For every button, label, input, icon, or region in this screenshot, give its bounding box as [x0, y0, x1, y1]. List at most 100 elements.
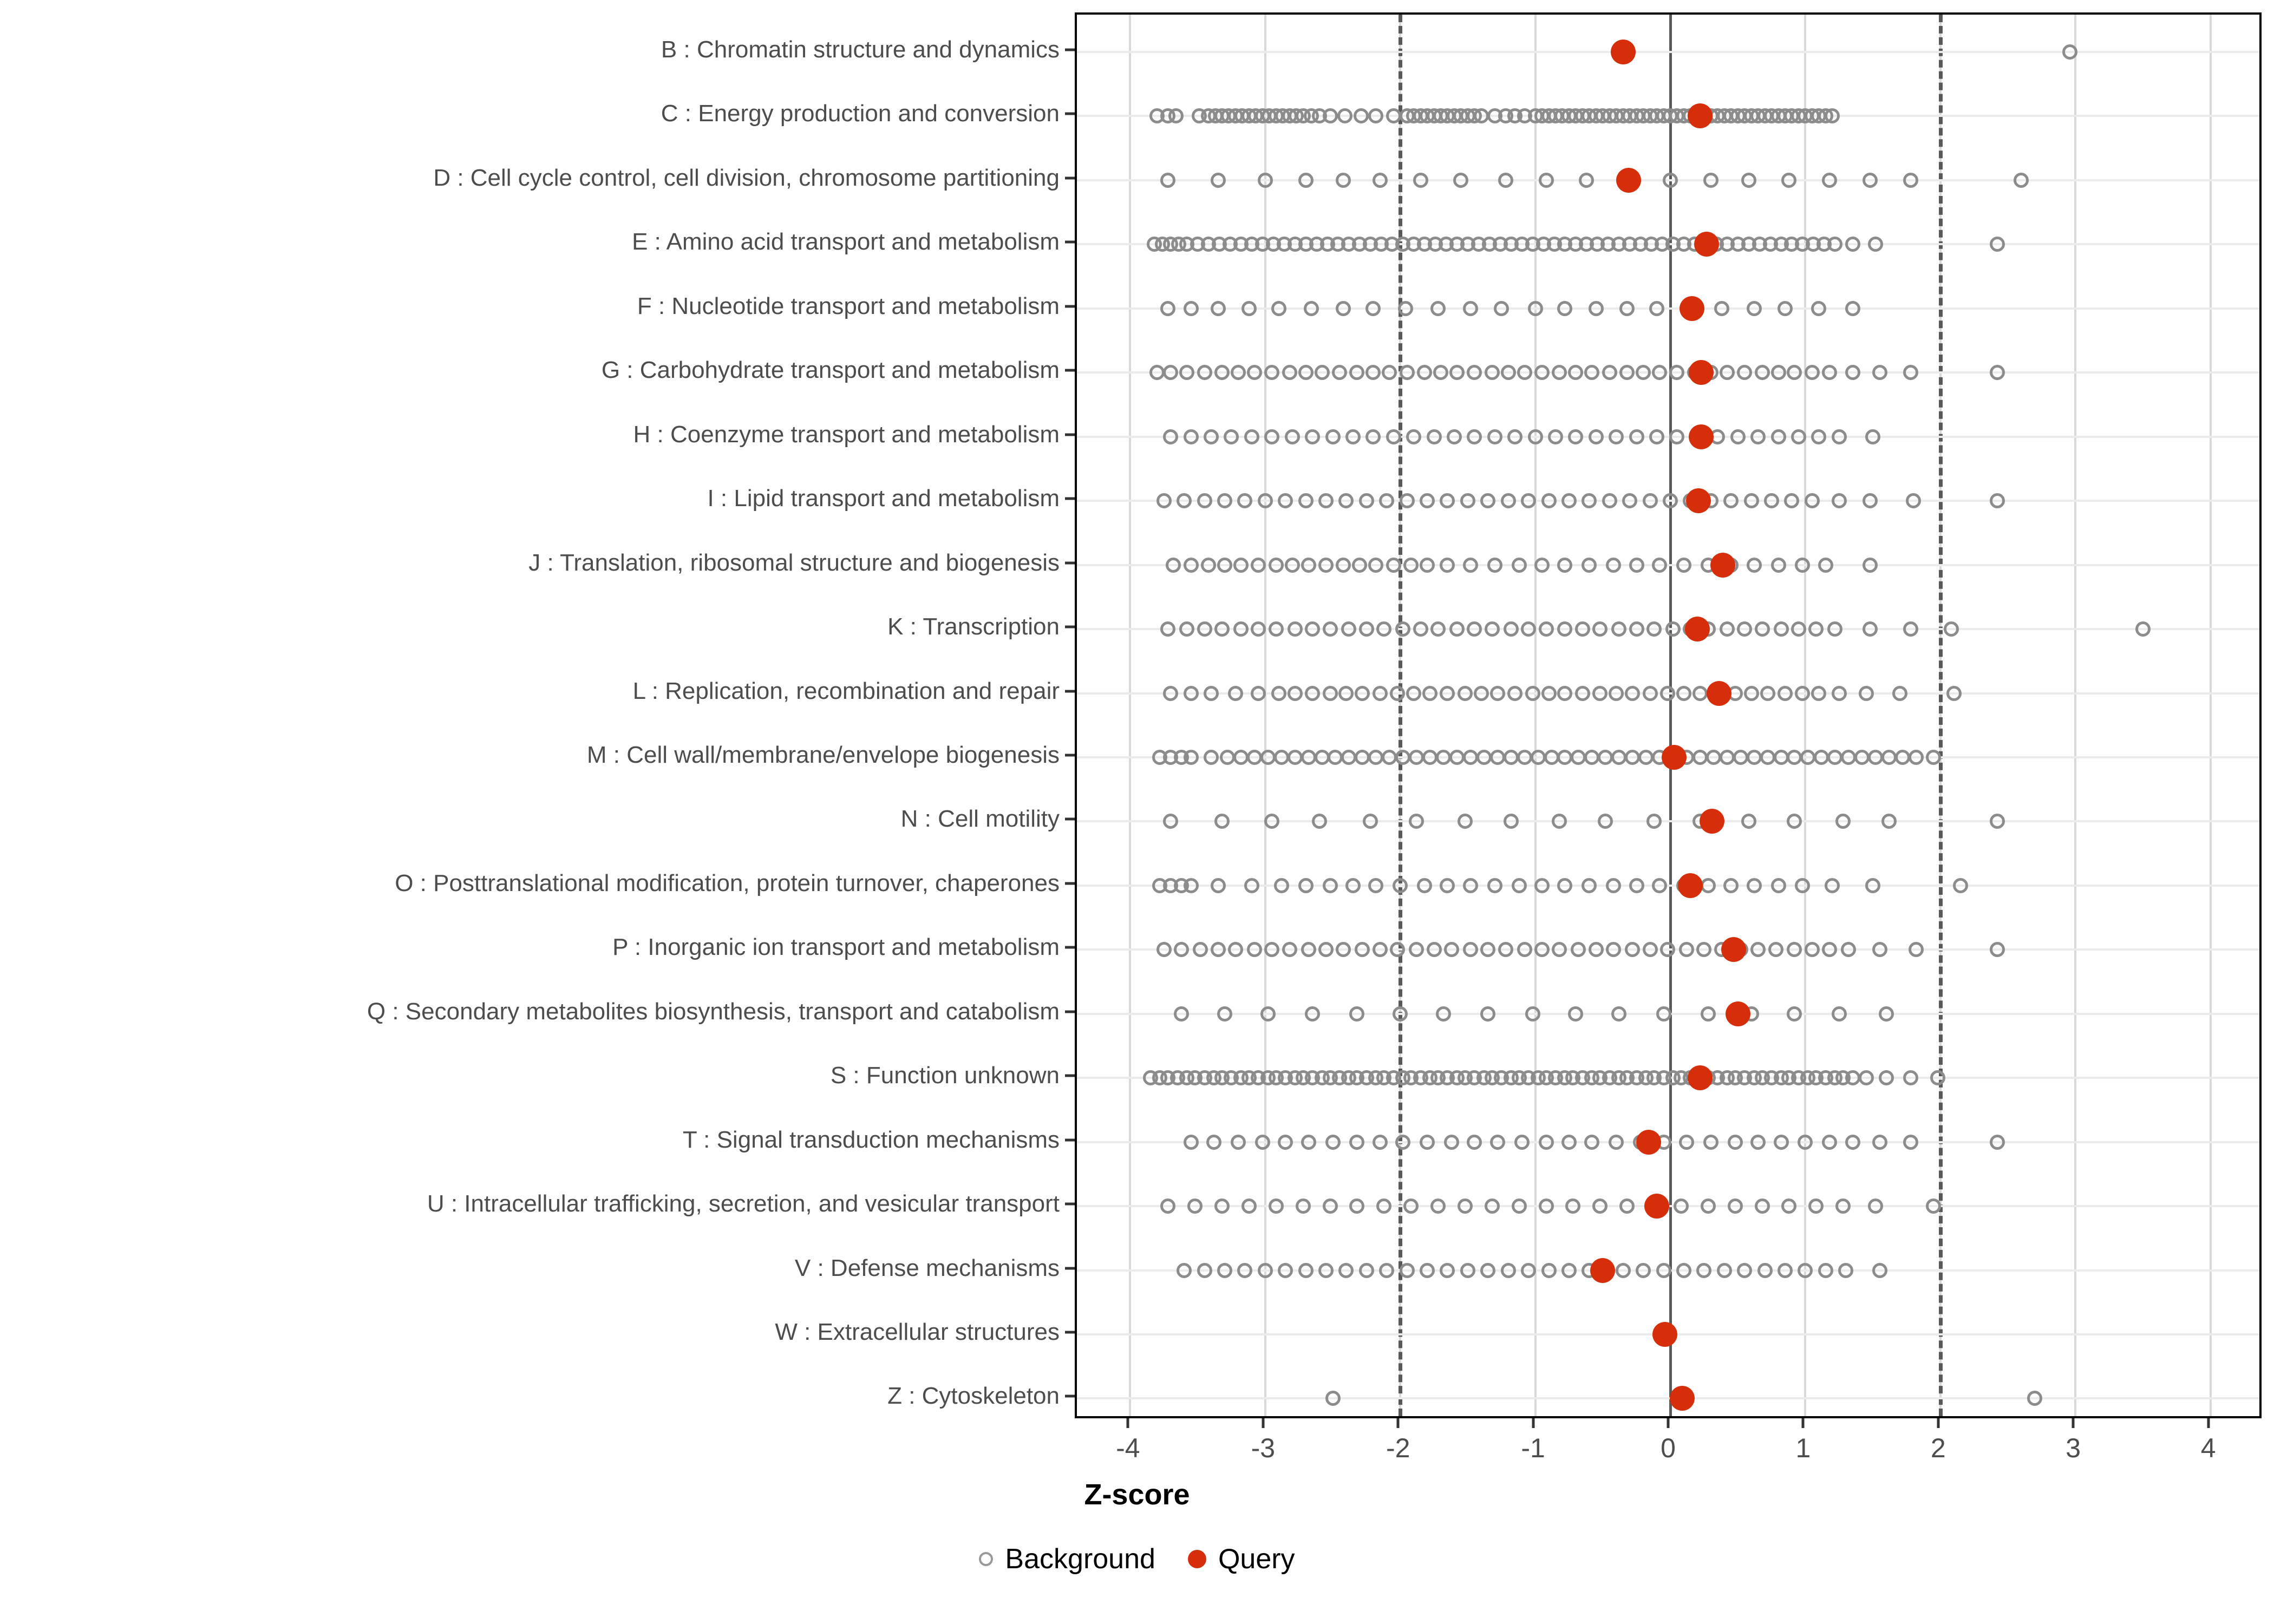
y-axis-label: U : Intracellular trafficking, secretion…	[427, 1190, 1060, 1217]
background-point	[1349, 1199, 1365, 1214]
background-point	[1443, 1134, 1459, 1150]
background-point	[1629, 557, 1644, 573]
background-point	[1804, 365, 1820, 381]
query-point[interactable]	[1679, 296, 1704, 321]
background-point	[1500, 493, 1516, 509]
background-point	[1946, 685, 1962, 701]
background-point	[1703, 172, 1718, 188]
background-point	[1787, 1006, 1802, 1021]
query-point[interactable]	[1694, 232, 1720, 257]
background-point	[1845, 237, 1860, 252]
y-axis-label: O : Posttranslational modification, prot…	[395, 869, 1060, 896]
query-point[interactable]	[1687, 103, 1713, 129]
background-point	[1557, 749, 1573, 765]
background-point	[1345, 878, 1361, 893]
background-point	[1273, 878, 1289, 893]
query-point[interactable]	[1686, 488, 1711, 514]
query-point[interactable]	[1725, 1001, 1750, 1026]
y-tick-mark	[1065, 817, 1075, 821]
background-point	[1602, 493, 1617, 509]
background-point	[1858, 1070, 1874, 1086]
background-point	[1398, 300, 1414, 316]
background-point	[1584, 1134, 1600, 1150]
background-point	[1773, 1134, 1789, 1150]
y-axis-label: Z : Cytoskeleton	[887, 1383, 1060, 1410]
background-point	[1552, 365, 1567, 381]
background-point	[1368, 749, 1384, 765]
query-point[interactable]	[1678, 873, 1703, 898]
background-point	[1696, 942, 1712, 958]
query-point[interactable]	[1610, 40, 1636, 64]
background-point	[1365, 365, 1381, 381]
query-point[interactable]	[1616, 167, 1641, 193]
y-tick-mark	[1065, 1010, 1075, 1013]
background-point	[1271, 685, 1286, 701]
background-point	[1903, 172, 1918, 188]
background-point	[1541, 493, 1557, 509]
y-axis-label: S : Function unknown	[830, 1062, 1060, 1089]
background-point	[1784, 493, 1800, 509]
query-point[interactable]	[1700, 809, 1725, 834]
legend-item-background[interactable]: Background	[979, 1543, 1155, 1575]
background-point	[1322, 685, 1338, 701]
background-point	[1825, 878, 1840, 893]
background-point	[1770, 878, 1786, 893]
background-point	[1210, 300, 1226, 316]
query-point[interactable]	[1689, 424, 1714, 449]
query-point[interactable]	[1689, 360, 1714, 385]
background-point	[1403, 1199, 1419, 1214]
background-point	[1420, 1134, 1435, 1150]
y-axis-label: P : Inorganic ion transport and metaboli…	[612, 934, 1060, 961]
background-point	[1548, 429, 1563, 444]
y-tick-mark	[1065, 561, 1075, 565]
query-point[interactable]	[1721, 937, 1747, 962]
background-point	[1365, 429, 1381, 444]
query-point[interactable]	[1684, 617, 1710, 642]
background-point	[1260, 749, 1276, 765]
query-point[interactable]	[1710, 552, 1736, 578]
background-point	[1835, 814, 1851, 829]
background-point	[1446, 429, 1462, 444]
background-point	[1800, 749, 1816, 765]
y-tick-mark	[1065, 433, 1075, 436]
background-point	[1372, 1134, 1388, 1150]
y-tick-mark	[1065, 305, 1075, 308]
background-point	[1494, 300, 1510, 316]
query-point[interactable]	[1644, 1194, 1670, 1219]
query-point[interactable]	[1706, 680, 1731, 706]
legend-item-query[interactable]: Query	[1187, 1543, 1295, 1575]
background-point	[1507, 429, 1523, 444]
background-point	[1251, 557, 1266, 573]
background-point	[1403, 557, 1419, 573]
background-point	[1737, 621, 1753, 637]
query-point[interactable]	[1662, 744, 1687, 770]
query-point[interactable]	[1652, 1322, 1678, 1347]
background-point	[1287, 621, 1303, 637]
query-point[interactable]	[1687, 1065, 1713, 1091]
background-point	[1517, 749, 1532, 765]
query-point[interactable]	[1590, 1258, 1616, 1283]
background-point	[1625, 749, 1641, 765]
x-tick-mark	[1801, 1418, 1805, 1428]
background-point	[1338, 493, 1354, 509]
query-point[interactable]	[1636, 1129, 1662, 1155]
background-point	[1507, 685, 1523, 701]
background-point	[1750, 1134, 1766, 1150]
background-point	[1305, 621, 1321, 637]
background-point	[1390, 685, 1406, 701]
background-point	[1498, 942, 1513, 958]
query-point[interactable]	[1670, 1386, 1695, 1411]
background-point	[1449, 365, 1465, 381]
background-point	[1430, 1199, 1446, 1214]
background-point	[1246, 942, 1262, 958]
background-point	[1393, 1006, 1408, 1021]
background-point	[1433, 365, 1449, 381]
background-point	[1798, 1262, 1813, 1278]
background-point	[1156, 493, 1172, 509]
y-gridline	[1077, 820, 2259, 823]
background-point	[1372, 942, 1388, 958]
background-point	[1480, 493, 1496, 509]
x-tick-mark	[1262, 1418, 1265, 1428]
y-tick-mark	[1065, 112, 1075, 115]
background-point	[1246, 749, 1262, 765]
